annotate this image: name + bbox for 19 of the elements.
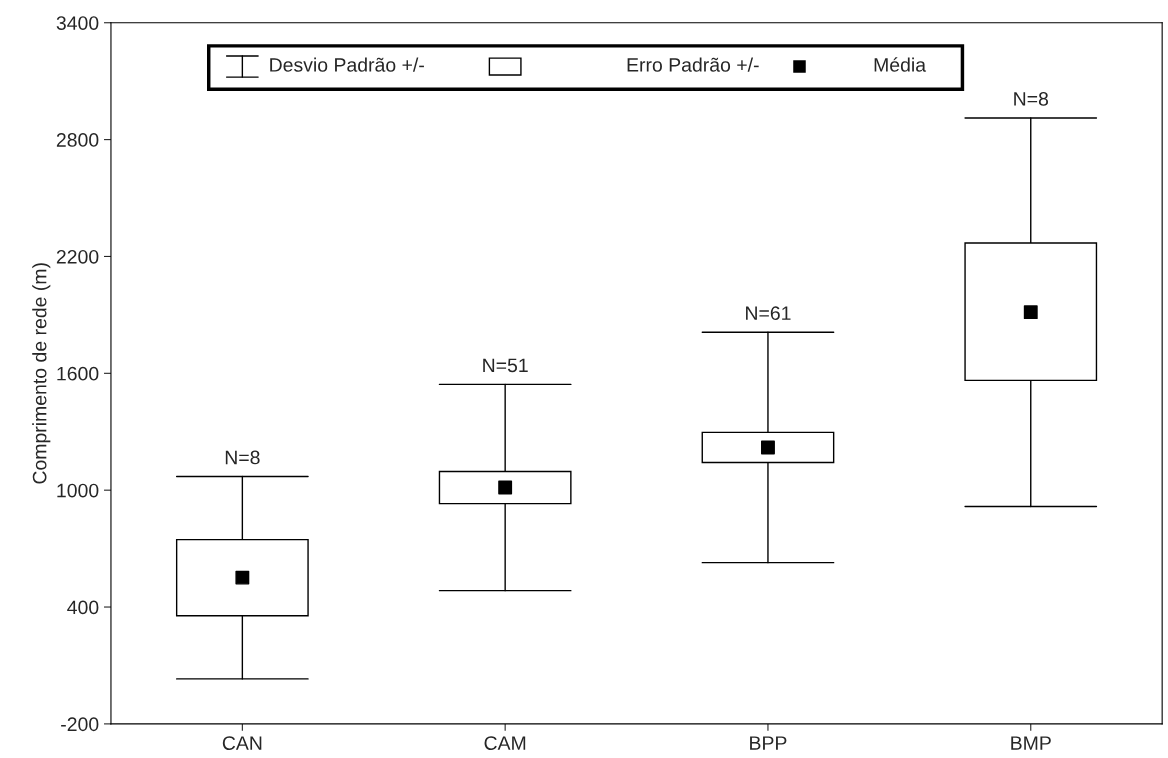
annotation: Média: [874, 57, 927, 72]
y-tick-label: 400: [67, 600, 99, 615]
y-tick-label: 1000: [57, 483, 99, 498]
y-axis-title: Comprimento de rede (m): [32, 263, 51, 484]
annotation: N=8: [1014, 92, 1049, 106]
annotation: N=51: [483, 358, 528, 373]
y-tick-label: 3400: [56, 16, 99, 30]
y-tick-label: 2200: [56, 249, 99, 264]
x-tick-label: BPP: [750, 736, 787, 750]
annotation: Erro Padrão +/-: [627, 57, 759, 72]
annotation: Desvio Padrão +/-: [270, 57, 424, 72]
annotation: N=61: [746, 306, 791, 321]
y-tick-label: 1600: [57, 366, 99, 381]
annotation: N=8: [225, 450, 260, 465]
x-tick-label: BMP: [1011, 736, 1051, 750]
y-tick-label: 2800: [56, 133, 99, 147]
x-tick-label: CAM: [484, 736, 526, 750]
x-tick-label: CAN: [222, 736, 262, 750]
y-tick-label: -200: [61, 717, 99, 732]
